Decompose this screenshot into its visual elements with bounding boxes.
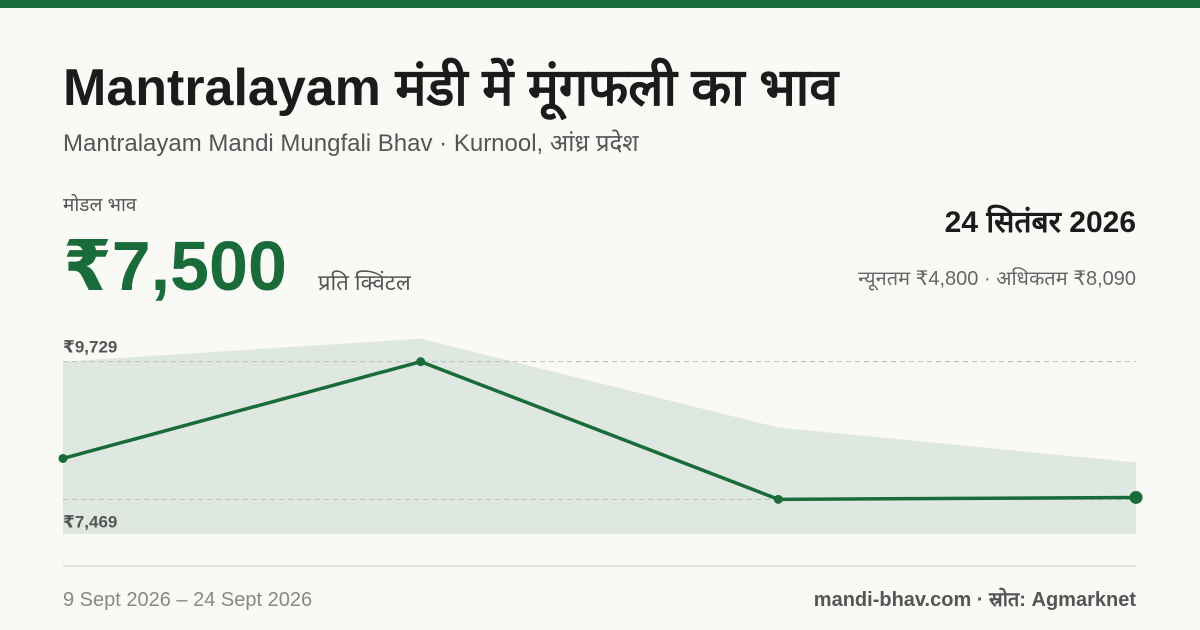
point [773,494,783,504]
source: mandi-bhav.com · स्रोत: Agmarknet [814,587,1137,611]
date: 24 सितंबर 2026 [945,204,1136,239]
top-bar [0,0,1200,8]
point [1129,490,1143,504]
metric-value: ₹7,500 [63,227,287,305]
period: 9 Sept 2026 – 24 Sept 2026 [63,589,312,611]
metric-label: मोडल भाव [63,193,137,216]
y-tick-label: ₹7,469 [63,512,117,531]
metric-unit: प्रति क्विंटल [318,270,412,295]
point [416,357,426,367]
point [58,453,68,463]
plot: ₹9,729 ₹7,469 [58,338,1143,534]
title: Mantralayam मंडी में मूंगफली का भाव [63,57,840,121]
y-tick-label: ₹9,729 [63,338,117,357]
subtitle: Mantralayam Mandi Mungfali Bhav · Kurnoo… [63,129,639,157]
range-text: न्यूनतम ₹4,800 · अधिकतम ₹8,090 [858,267,1136,291]
price-line [62,359,1137,502]
